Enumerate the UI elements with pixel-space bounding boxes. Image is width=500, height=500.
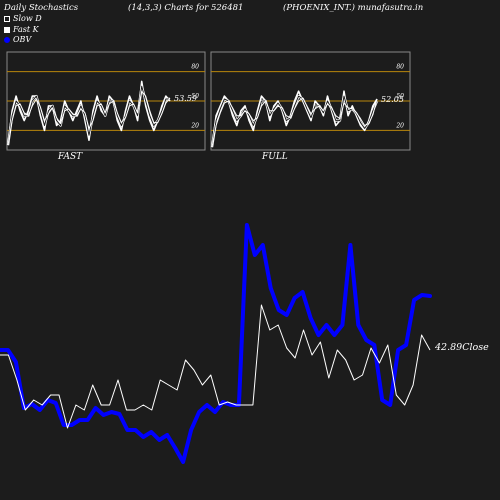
full-panel-title: FULL <box>262 152 288 162</box>
legend-label-obv: OBV <box>13 35 32 44</box>
full-tick-label-20: 20 <box>395 122 404 129</box>
legend: Slow D Fast K OBV <box>4 14 42 46</box>
full-series-3 <box>211 97 378 148</box>
fast-tick-label-20: 20 <box>190 122 199 129</box>
close-price-label: 42.89Close <box>434 342 489 353</box>
legend-item-fast-k: Fast K <box>4 25 42 36</box>
fast-series-2 <box>7 85 170 146</box>
full-tick-label-80: 80 <box>396 64 404 71</box>
fast-tick-label-80: 80 <box>191 64 199 71</box>
fast-tick-label-50: 50 <box>191 93 199 100</box>
chart-subtitle: (14,3,3) Charts for 526481 <box>128 3 244 13</box>
legend-swatch-slow-d <box>4 16 10 23</box>
full-tick-label-50: 50 <box>396 93 404 100</box>
legend-item-obv: OBV <box>4 35 42 46</box>
obv-line <box>0 223 432 464</box>
fast-series-3 <box>7 90 171 146</box>
legend-swatch-fast-k <box>4 26 10 33</box>
full-last-value-label: 52.05 <box>381 95 404 104</box>
legend-label-slow-d: Slow D <box>13 14 42 23</box>
legend-item-slow-d: Slow D <box>4 14 42 25</box>
chart-title: Daily Stochastics <box>4 3 79 13</box>
legend-swatch-obv <box>4 37 10 44</box>
fast-last-value-label: 53.59 <box>174 94 197 103</box>
fast-slow-d-outline <box>6 85 170 146</box>
fast-panel-title: FAST <box>58 152 83 162</box>
full-series-2 <box>211 95 378 148</box>
legend-label-fast-k: Fast K <box>13 24 39 34</box>
price-line <box>0 304 431 429</box>
full-slow-d-outline <box>210 94 379 148</box>
symbol-label: (PHOENIX_INT.) munafasutra.in <box>283 3 424 13</box>
